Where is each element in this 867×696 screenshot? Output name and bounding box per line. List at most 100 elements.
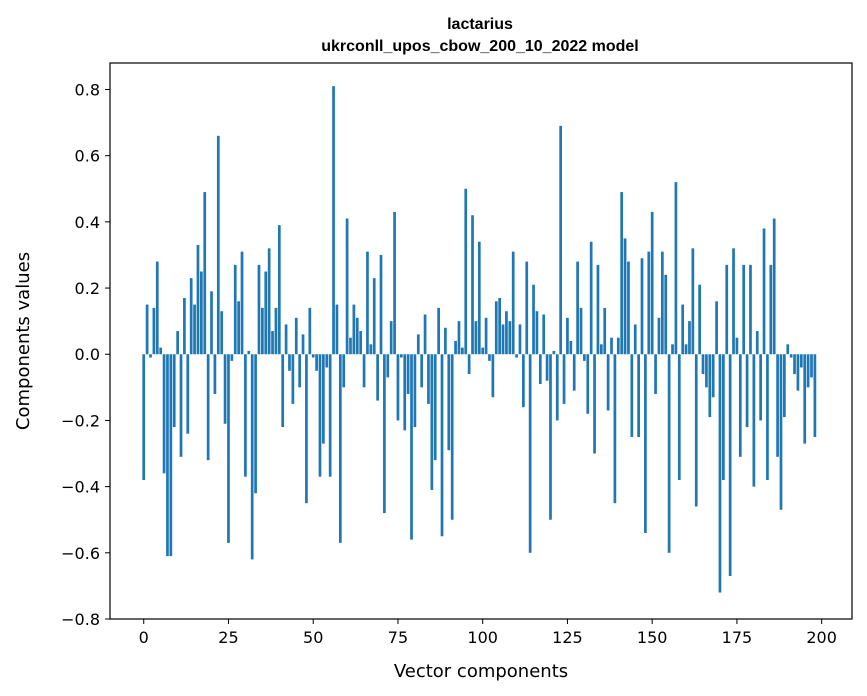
bar <box>698 284 701 355</box>
bar <box>559 125 563 355</box>
bar <box>759 354 762 421</box>
bar <box>583 354 586 361</box>
bar <box>769 264 773 355</box>
y-tick-label: −0.2 <box>61 411 100 430</box>
bar <box>803 354 807 444</box>
bar <box>423 314 427 355</box>
bar <box>705 354 708 388</box>
bar <box>284 324 288 355</box>
bar <box>722 354 725 480</box>
bar <box>633 324 637 355</box>
bar <box>169 354 173 557</box>
x-tick-label: 75 <box>388 628 408 647</box>
bar <box>393 211 396 355</box>
bar <box>416 334 420 355</box>
bar <box>471 215 474 355</box>
bar <box>366 251 369 355</box>
bar <box>505 311 508 355</box>
bar <box>267 248 271 355</box>
bar <box>752 354 756 487</box>
bar <box>657 317 661 355</box>
y-axis-label: Components values <box>13 252 34 430</box>
bar <box>271 331 274 355</box>
bar <box>799 354 803 368</box>
bar <box>240 251 244 355</box>
bar <box>640 258 644 355</box>
bar <box>145 304 149 355</box>
bar <box>447 354 451 451</box>
bar <box>681 304 685 355</box>
bar <box>294 317 298 355</box>
bar <box>599 344 603 355</box>
bar <box>250 354 254 560</box>
bar <box>359 331 363 355</box>
bar <box>386 354 390 378</box>
bar <box>376 354 379 401</box>
bar <box>749 264 752 355</box>
bar <box>562 354 566 404</box>
plot-frame <box>109 62 853 620</box>
bar <box>332 86 335 355</box>
bar <box>305 354 308 504</box>
bar <box>677 354 681 480</box>
bar <box>694 354 698 507</box>
bar <box>688 321 691 355</box>
x-tick-label: 125 <box>552 628 583 647</box>
bar <box>213 354 217 394</box>
bar <box>691 248 695 355</box>
y-tick-label: −0.6 <box>61 544 100 563</box>
bar <box>647 251 651 355</box>
bar <box>427 354 430 404</box>
bar <box>244 354 247 477</box>
bar <box>494 301 498 355</box>
bar <box>783 354 786 418</box>
bar <box>328 354 332 477</box>
bar <box>230 354 234 361</box>
bar <box>454 341 457 355</box>
bar <box>142 354 146 480</box>
bar <box>586 354 590 414</box>
bar <box>467 354 471 375</box>
bar <box>474 321 478 355</box>
bar <box>308 307 312 355</box>
bar <box>355 317 359 355</box>
bar <box>403 354 407 431</box>
bar <box>399 354 403 358</box>
x-tick-label: 25 <box>218 628 238 647</box>
bar <box>596 264 600 355</box>
bar <box>440 354 444 537</box>
bar <box>372 278 376 355</box>
bar <box>301 334 305 355</box>
bar <box>315 354 318 371</box>
x-tick-label: 175 <box>722 628 753 647</box>
bar <box>538 354 542 385</box>
bar <box>166 354 169 557</box>
bar <box>450 354 454 520</box>
bar <box>237 301 240 355</box>
bar <box>437 307 440 355</box>
bar <box>383 354 386 514</box>
bar <box>566 317 569 355</box>
bar <box>579 307 583 355</box>
bar <box>644 354 647 533</box>
bar <box>674 182 678 355</box>
bar <box>196 245 200 355</box>
bar <box>254 354 257 494</box>
bar <box>664 274 668 355</box>
bar <box>172 354 176 428</box>
x-tick-label: 200 <box>806 628 837 647</box>
bar <box>406 354 410 394</box>
bar <box>610 337 613 355</box>
bar <box>176 331 179 355</box>
bar <box>589 241 593 355</box>
bar <box>410 354 413 540</box>
bar <box>576 261 579 355</box>
x-axis-label: Vector components <box>394 661 568 682</box>
bar <box>776 354 779 457</box>
y-tick-label: 0.0 <box>75 345 100 364</box>
bar <box>430 354 434 490</box>
bar <box>725 264 729 355</box>
bar <box>545 354 549 381</box>
y-tick-label: 0.8 <box>75 80 100 99</box>
